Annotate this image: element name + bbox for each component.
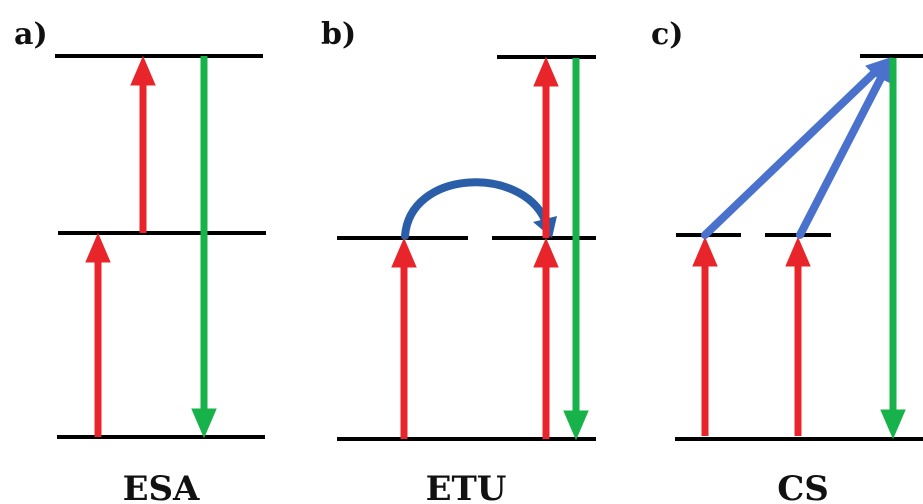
panel-c-emission-arrow (880, 58, 906, 440)
panel-b-excitation-arrow-activator-2 (533, 56, 559, 238)
panel-c-label: c) (651, 17, 683, 52)
panel-b-excitation-arrow-activator-1 (533, 237, 559, 439)
panel-b-label: b) (321, 17, 356, 52)
panel-a: a) ESA (14, 17, 266, 504)
panel-c-cooperative-arrow-1 (701, 57, 891, 239)
panel-c-cooperative-arrow-2 (796, 56, 894, 239)
panel-c-excitation-arrow-1 (692, 236, 718, 436)
panel-b-emission-arrow (563, 58, 589, 441)
panel-b-mechanism-label: ETU (426, 469, 507, 504)
panel-b: b) ETU (321, 17, 596, 504)
panel-c: c) CS (651, 17, 923, 504)
panel-b-excitation-arrow-sensitizer (391, 237, 417, 439)
panel-a-excitation-arrow-1 (85, 232, 111, 437)
panel-a-emission-arrow (191, 56, 217, 439)
panel-c-mechanism-label: CS (777, 469, 829, 504)
panel-a-excitation-arrow-2 (130, 55, 156, 233)
panel-c-excitation-arrow-2 (785, 236, 811, 436)
panel-b-energy-transfer-arc (401, 178, 557, 240)
panel-a-mechanism-label: ESA (123, 469, 200, 504)
panel-a-label: a) (14, 17, 48, 52)
